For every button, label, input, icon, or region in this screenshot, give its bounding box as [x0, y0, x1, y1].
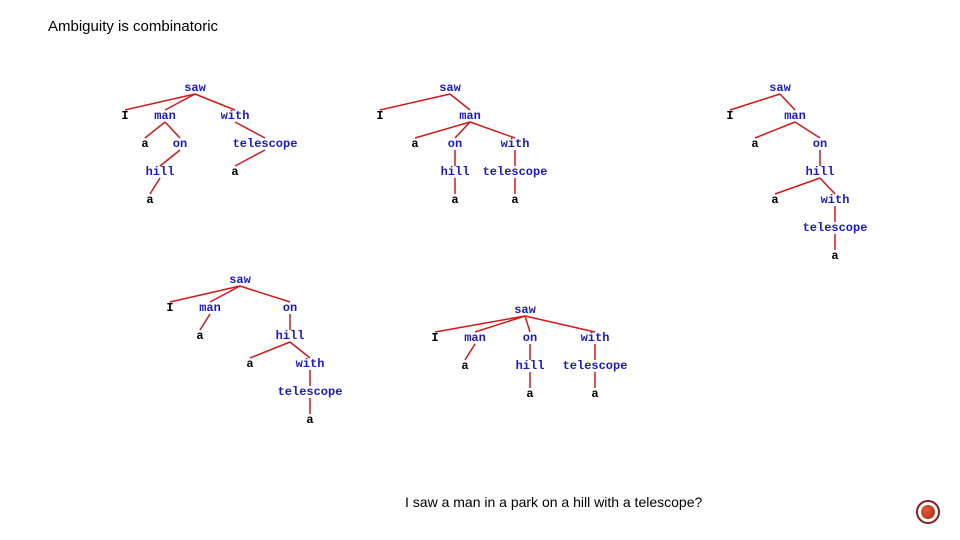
tree-branch [525, 316, 530, 332]
tree-branch [210, 286, 240, 302]
tree-branch [730, 94, 780, 110]
tree-node: saw [439, 81, 461, 95]
tree-branch [235, 122, 265, 138]
tree-node: man [459, 109, 481, 123]
tree-node: a [511, 193, 518, 207]
tree-branch [820, 178, 835, 194]
tree-node: man [199, 301, 221, 315]
tree-node: saw [229, 273, 251, 287]
tree-node: hill [441, 165, 470, 179]
tree-node: man [784, 109, 806, 123]
tree-branch [380, 94, 450, 110]
tree-node: on [813, 137, 827, 151]
tree-branch [470, 122, 515, 138]
parse-tree: saw Iman on a hill a with telescope a [140, 270, 370, 510]
tree-node: I [726, 109, 733, 123]
tree-branch [795, 122, 820, 138]
parse-tree: saw Iman a on hill a with telescope a [700, 78, 920, 338]
tree-node: a [771, 193, 778, 207]
tree-node: a [526, 387, 533, 401]
tree-node: on [173, 137, 187, 151]
tree-branch [200, 314, 210, 330]
tree-node: hill [146, 165, 175, 179]
tree-node: hill [516, 359, 545, 373]
page-title: Ambiguity is combinatoric [48, 18, 218, 35]
parse-tree: saw Iman with a on telescope hill a a [105, 78, 305, 253]
tree-node: saw [184, 81, 206, 95]
tree-branch [755, 122, 795, 138]
tree-branch [145, 122, 165, 138]
tree-node: with [821, 193, 850, 207]
tree-node: telescope [803, 221, 868, 235]
tree-node: saw [769, 81, 791, 95]
tree-node: a [751, 137, 758, 151]
parse-tree: saw Iman a on with hill telescope a a [360, 78, 560, 278]
tree-node: with [296, 357, 325, 371]
tree-branch [780, 94, 795, 110]
tree-branch [150, 178, 160, 194]
tree-node: a [831, 249, 838, 263]
tree-node: a [461, 359, 468, 373]
tree-branch [170, 286, 240, 302]
tree-node: on [448, 137, 462, 151]
caption-text: I saw a man in a park on a hill with a t… [405, 494, 702, 510]
tree-branch [465, 344, 475, 360]
tree-node: hill [276, 329, 305, 343]
tree-node: I [121, 109, 128, 123]
tree-node: man [464, 331, 486, 345]
tree-node: a [451, 193, 458, 207]
tree-node: saw [514, 303, 536, 317]
tree-node: telescope [278, 385, 343, 399]
tree-node: a [306, 413, 313, 427]
tree-node: a [141, 137, 148, 151]
tree-branch [165, 122, 180, 138]
tree-node: hill [806, 165, 835, 179]
tree-node: a [146, 193, 153, 207]
tree-node: I [166, 301, 173, 315]
tree-node: I [431, 331, 438, 345]
tree-node: I [376, 109, 383, 123]
tree-node: telescope [233, 137, 298, 151]
tree-branch [250, 342, 290, 358]
tree-branch [240, 286, 290, 302]
tree-branch [165, 94, 195, 110]
tree-node: on [523, 331, 537, 345]
tree-branch [195, 94, 235, 110]
tree-branch [450, 94, 470, 110]
tree-node: on [283, 301, 297, 315]
parse-tree: saw Iman on with a hill telescope a a [405, 300, 635, 470]
slide-bullet-icon [916, 500, 940, 524]
tree-node: telescope [563, 359, 628, 373]
tree-node: man [154, 109, 176, 123]
tree-node: a [246, 357, 253, 371]
tree-node: with [501, 137, 530, 151]
tree-branch [525, 316, 595, 332]
tree-branch [775, 178, 820, 194]
tree-node: a [591, 387, 598, 401]
tree-branch [160, 150, 180, 166]
tree-node: with [221, 109, 250, 123]
tree-node: a [196, 329, 203, 343]
tree-branch [125, 94, 195, 110]
tree-node: with [581, 331, 610, 345]
tree-branch [435, 316, 525, 332]
tree-node: a [411, 137, 418, 151]
tree-branch [290, 342, 310, 358]
tree-branch [235, 150, 265, 166]
tree-node: a [231, 165, 238, 179]
tree-node: telescope [483, 165, 548, 179]
